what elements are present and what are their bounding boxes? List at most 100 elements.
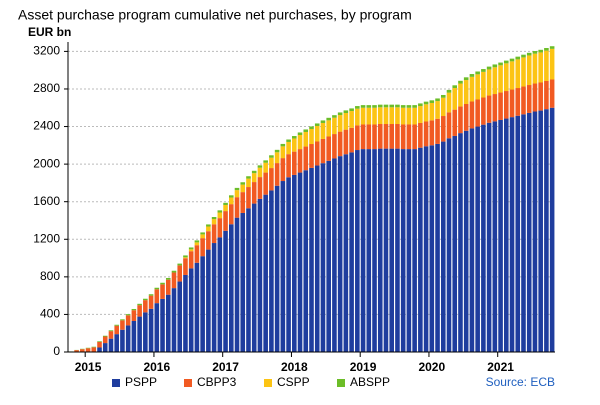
bar-segment [166,295,171,352]
bar-segment [389,124,394,149]
bar-segment [114,325,119,326]
bar-segment [315,141,320,165]
bar-segment [372,149,377,352]
bar-segment [258,199,263,352]
bar-segment [412,149,417,352]
bar-segment [332,115,337,118]
bar-segment [338,132,343,157]
bar-segment [424,104,429,121]
bar-segment [218,237,223,352]
bar-segment [206,224,211,226]
bar-segment [298,173,303,352]
y-tick-label: 800 [40,269,60,283]
bar-segment [309,144,314,168]
bar-segment [155,288,160,290]
bar-segment [464,77,469,80]
bar-segment [435,98,440,101]
bar-segment [229,195,234,197]
bar-segment [246,208,251,352]
bar-segment [372,105,377,108]
bar-segment [395,105,400,108]
bar-segment [114,326,119,334]
bar-segment [441,116,446,142]
bar-segment [452,110,457,136]
bar-segment [475,71,480,74]
bar-segment [149,309,154,352]
bar-segment [103,343,108,352]
bar-segment [401,105,406,108]
bar-segment [378,149,383,352]
bar-segment [218,213,223,219]
bar-segment [195,242,200,245]
bar-segment [183,257,188,258]
bar-segment [544,48,549,51]
bar-segment [504,63,509,91]
legend-swatch [337,379,345,387]
bar-segment [143,312,148,352]
bar-segment [538,52,543,82]
bar-segment [281,144,286,146]
bar-segment [544,109,549,352]
bar-segment [510,61,515,89]
bar-segment [344,154,349,352]
bar-segment [355,109,360,126]
bar-segment [430,145,435,352]
bar-segment [395,124,400,149]
bar-segment [430,100,435,103]
bar-segment [223,205,228,211]
bar-segment [160,284,165,299]
bar-segment [235,190,240,197]
bar-segment [292,152,297,175]
bar-segment [149,294,154,295]
bar-segment [223,231,228,352]
bar-segment [498,93,503,120]
bar-segment [166,280,171,295]
bar-segment [160,283,165,285]
bar-segment [269,168,274,190]
bar-segment [177,264,182,266]
bar-segment [458,107,463,134]
bar-segment [126,314,131,315]
bar-segment [258,168,263,177]
bar-segment [521,55,526,58]
bar-segment [309,129,314,144]
bar-segment [493,94,498,121]
bar-segment [493,64,498,67]
bar-segment [332,134,337,158]
bar-segment [212,224,217,243]
bar-segment [263,160,268,162]
bar-segment [538,111,543,352]
bar-segment [361,124,366,149]
bar-segment [407,108,412,125]
bar-segment [389,149,394,352]
bar-segment [206,231,211,249]
bar-segment [315,166,320,352]
bar-segment [412,105,417,108]
bar-segment [447,112,452,138]
bar-segment [464,104,469,131]
bar-segment [384,107,389,124]
bar-segment [493,67,498,94]
bar-segment [521,57,526,86]
bar-segment [275,163,280,186]
bar-segment [206,226,211,231]
y-tick-label: 1200 [33,231,60,245]
bar-segment [401,124,406,149]
bar-segment [435,144,440,352]
bar-segment [189,249,194,251]
bar-segment [189,247,194,249]
bar-segment [321,163,326,352]
bar-segment [515,59,520,88]
y-tick-label: 2800 [33,81,60,95]
x-tick-label: 2015 [75,360,102,374]
bar-segment [349,108,354,111]
bar-segment [372,108,377,125]
bar-segment [470,128,475,352]
y-tick-label: 2400 [33,119,60,133]
bar-segment [326,118,331,121]
bar-segment [475,74,480,99]
bar-segment [464,131,469,352]
bar-segment [200,234,205,238]
bar-segment [475,99,480,126]
